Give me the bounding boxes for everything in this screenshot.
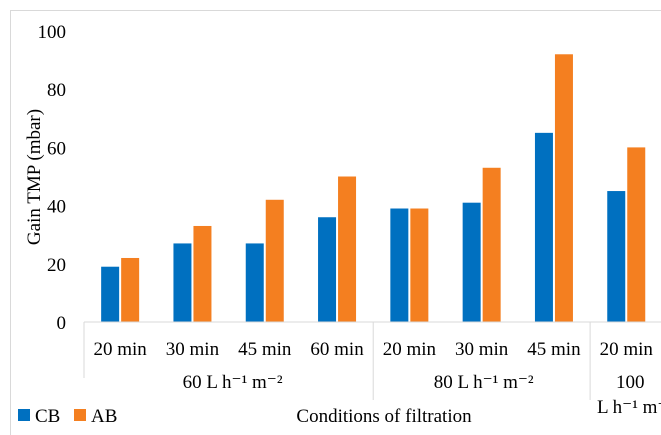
chart-marks: 0 20 40 60 80 100 20 min 30 min 45 min 60 min 20 m… <box>18 22 661 427</box>
group-label: 60 L h⁻¹ m⁻² <box>183 372 283 393</box>
bar-cb-3 <box>245 243 264 322</box>
y-tick-label: 100 <box>38 22 67 43</box>
bar-ab-8 <box>627 147 646 322</box>
legend-label-ab: AB <box>91 406 117 427</box>
chart-frame <box>10 10 661 435</box>
x-tick-label: 45 min <box>238 339 292 360</box>
bar-ab-7 <box>554 54 573 322</box>
x-tick-label: 30 min <box>166 339 220 360</box>
y-tick-label: 20 <box>47 255 66 276</box>
legend-swatch-ab <box>74 409 86 421</box>
y-axis-label: Gain TMP (mbar) <box>24 109 45 245</box>
bar-ab-3 <box>265 199 284 322</box>
bar-cb-7 <box>534 132 553 322</box>
x-tick-label: 60 min <box>310 339 364 360</box>
bar-ab-2 <box>193 225 212 322</box>
group-label: 80 L h⁻¹ m⁻² <box>434 372 534 393</box>
bar-cb-6 <box>462 202 481 322</box>
y-tick-label: 0 <box>57 313 67 334</box>
y-tick-label: 60 <box>47 138 66 159</box>
bar-cb-2 <box>173 243 192 322</box>
bar-cb-5 <box>390 208 409 322</box>
x-tick-label: 20 min <box>383 339 437 360</box>
bar-ab-5 <box>410 208 429 322</box>
y-tick-label: 40 <box>47 197 66 218</box>
legend-label-cb: CB <box>35 406 60 427</box>
x-axis-label: Conditions of filtration <box>296 406 472 427</box>
group-label-line2: L h⁻¹ m⁻ <box>597 397 661 418</box>
legend-swatch-cb <box>18 409 30 421</box>
bar-cb-8 <box>607 191 626 322</box>
y-tick-label: 80 <box>47 80 66 101</box>
x-tick-label: 45 min <box>527 339 581 360</box>
x-tick-label: 20 min <box>93 339 147 360</box>
bar-ab-1 <box>121 257 140 322</box>
bar-ab-6 <box>482 167 501 322</box>
bar-cb-4 <box>318 217 337 322</box>
group-label-line1: 100 <box>616 372 645 393</box>
bar-cb-1 <box>101 266 120 322</box>
x-tick-label: 20 min <box>600 339 654 360</box>
x-tick-label: 30 min <box>455 339 509 360</box>
bar-ab-4 <box>338 176 357 322</box>
